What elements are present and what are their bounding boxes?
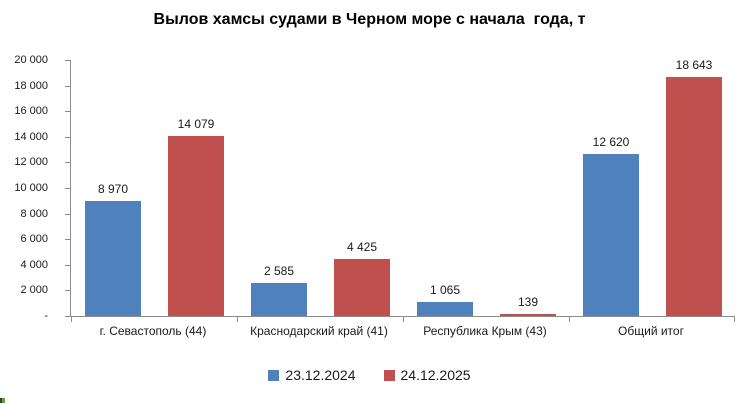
x-axis-tick — [734, 317, 735, 322]
bar-value-label: 4 425 — [346, 240, 378, 254]
y-axis-tick-label: 2 000 — [20, 284, 48, 296]
y-axis-tick — [65, 265, 70, 266]
legend-label: 24.12.2025 — [400, 367, 471, 383]
bar-24.12.2025-Республика Крым (43) — [500, 314, 556, 316]
y-axis-tick — [65, 290, 70, 291]
legend-swatch-icon — [383, 369, 395, 381]
bar-23.12.2024-Общий итог — [583, 154, 639, 316]
legend-item: 24.12.2025 — [383, 367, 471, 383]
y-axis-tick-label: 10 000 — [14, 182, 48, 194]
bar-value-label: 1 065 — [429, 283, 461, 297]
category-label: Общий итог — [618, 324, 684, 338]
y-axis-tick — [65, 239, 70, 240]
legend-item: 23.12.2024 — [268, 367, 356, 383]
y-axis-tick-label: 4 000 — [20, 259, 48, 271]
plot-area: 8 970 14 079 2 585 4 425 1 065 139 12 620 18 64… — [65, 58, 735, 322]
bar-23.12.2024-Республика Крым (43) — [417, 302, 473, 316]
legend-swatch-icon — [268, 369, 280, 381]
y-axis-tick-label: 12 000 — [14, 156, 48, 168]
screen-artifact — [0, 398, 5, 403]
bar-23.12.2024-Краснодарский край (41) — [251, 283, 307, 316]
y-axis-tick — [65, 214, 70, 215]
bar-value-label: 2 585 — [263, 264, 295, 278]
bar-value-label: 12 620 — [592, 135, 630, 149]
y-axis-tick — [65, 111, 70, 112]
y-axis-tick-label: 8 000 — [20, 208, 48, 220]
y-axis-tick — [65, 162, 70, 163]
bar-value-label: 18 643 — [675, 58, 713, 72]
y-axis-tick — [65, 316, 70, 317]
legend-label: 23.12.2024 — [285, 367, 356, 383]
y-axis-tick — [65, 60, 70, 61]
y-axis-tick-label: 6 000 — [20, 233, 48, 245]
category-label: Республика Крым (43) — [423, 324, 547, 338]
x-axis-tick — [403, 317, 404, 322]
category-label: Краснодарский край (41) — [250, 324, 388, 338]
x-axis-tick — [71, 317, 72, 322]
bar-value-label: 14 079 — [177, 117, 215, 131]
y-axis-tick — [65, 86, 70, 87]
y-axis-tick — [65, 137, 70, 138]
bar-value-label: 139 — [517, 295, 539, 309]
x-axis-tick — [237, 317, 238, 322]
bar-24.12.2025-Краснодарский край (41) — [334, 259, 390, 316]
category-label: г. Севастополь (44) — [99, 324, 207, 338]
chart-title: Вылов хамсы судами в Черном море с начал… — [153, 11, 586, 28]
y-axis-tick-label: 14 000 — [14, 131, 48, 143]
y-axis-tick-label: 16 000 — [14, 105, 48, 117]
y-axis-tick — [65, 188, 70, 189]
y-axis-tick-label: 20 000 — [14, 54, 48, 66]
y-axis-tick-label: 18 000 — [14, 80, 48, 92]
legend: 23.12.2024 24.12.2025 — [0, 367, 739, 383]
bar-23.12.2024-г. Севастополь (44) — [85, 201, 141, 316]
bar-24.12.2025-Общий итог — [666, 77, 722, 316]
x-axis-tick — [569, 317, 570, 322]
bar-24.12.2025-г. Севастополь (44) — [168, 136, 224, 316]
y-axis-tick-label: - — [44, 310, 48, 322]
x-axis-category-labels: г. Севастополь (44) Краснодарский край (4… — [70, 324, 734, 338]
bar-value-label: 8 970 — [97, 182, 129, 196]
